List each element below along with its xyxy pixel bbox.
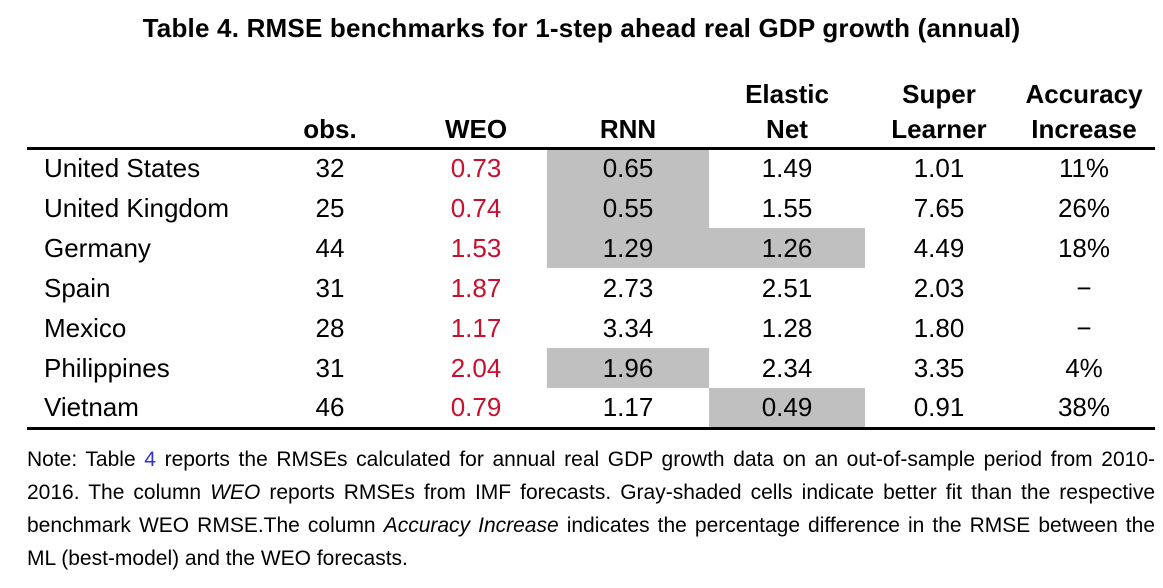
weo-cell: 2.04 bbox=[450, 352, 502, 383]
country-cell: Spain bbox=[44, 272, 111, 303]
country-cell: Germany bbox=[44, 232, 151, 263]
super-learner-cell: 1.80 bbox=[913, 312, 965, 343]
obs-cell: 25 bbox=[315, 192, 345, 223]
note-text-segment: WEO bbox=[210, 480, 261, 504]
table-row: Germany 44 1.53 1.29 1.26 4.49 18% bbox=[27, 228, 1155, 268]
weo-cell: 1.53 bbox=[450, 232, 502, 263]
weo-cell: 1.17 bbox=[450, 312, 502, 343]
accuracy-increase-cell: − bbox=[1076, 312, 1092, 343]
super-learner-cell: 3.35 bbox=[913, 352, 965, 383]
rnn-cell: 3.34 bbox=[602, 312, 654, 343]
obs-cell: 46 bbox=[255, 388, 405, 430]
header-cell-rnn bbox=[547, 76, 709, 112]
super-learner-cell: 0.91 bbox=[865, 388, 1013, 430]
table-note: Note: Table 4 reports the RMSEs calculat… bbox=[27, 443, 1155, 575]
accuracy-increase-cell: 11% bbox=[1058, 153, 1110, 184]
rnn-cell: 2.73 bbox=[602, 272, 654, 303]
country-cell: Vietnam bbox=[27, 388, 255, 430]
header-row-1: Elastic Super Accuracy bbox=[27, 76, 1155, 112]
elastic-net-cell: 1.26 bbox=[709, 228, 865, 268]
header-cell-obs: obs. bbox=[255, 112, 405, 150]
obs-cell: 31 bbox=[315, 272, 345, 303]
header-cell-country bbox=[27, 76, 255, 112]
table-title: Table 4. RMSE benchmarks for 1-step ahea… bbox=[142, 13, 1021, 43]
accuracy-increase-cell: 38% bbox=[1013, 388, 1155, 430]
note-text-segment: Note: Table bbox=[27, 447, 145, 471]
obs-cell: 32 bbox=[315, 153, 345, 184]
elastic-net-cell: 0.49 bbox=[709, 388, 865, 430]
accuracy-increase-cell: 26% bbox=[1057, 192, 1111, 223]
header-cell-accuracy-increase: Accuracy bbox=[1025, 78, 1143, 109]
table-header: Elastic Super Accuracy obs. WEO RNN Net Learner… bbox=[27, 76, 1155, 150]
header-cell-elastic-net: Elastic bbox=[745, 78, 829, 109]
table-row: Mexico 28 1.17 3.34 1.28 1.80 − bbox=[27, 308, 1155, 348]
rnn-cell: 1.96 bbox=[547, 348, 709, 388]
country-cell: United Kingdom bbox=[44, 192, 229, 223]
country-cell: United States bbox=[44, 153, 201, 184]
header-cell-elastic-net: Net bbox=[709, 112, 865, 150]
accuracy-increase-cell: 18% bbox=[1057, 232, 1111, 263]
header-cell-obs bbox=[255, 76, 405, 112]
country-cell: Philippines bbox=[44, 352, 170, 383]
elastic-net-cell: 1.49 bbox=[761, 153, 813, 184]
header-row-2: obs. WEO RNN Net Learner Increase bbox=[27, 112, 1155, 150]
accuracy-increase-cell: 4% bbox=[1065, 352, 1103, 383]
note-text-segment: Accuracy Increase bbox=[383, 513, 559, 537]
elastic-net-cell: 2.34 bbox=[761, 352, 813, 383]
rnn-cell: 0.55 bbox=[547, 188, 709, 228]
obs-cell: 44 bbox=[315, 232, 345, 263]
elastic-net-cell: 1.55 bbox=[761, 192, 813, 223]
table-body: United States 32 0.73 0.65 1.49 1.01 11% United… bbox=[27, 148, 1155, 430]
rnn-cell: 1.29 bbox=[547, 228, 709, 268]
weo-cell: 1.87 bbox=[450, 272, 502, 303]
rnn-cell: 1.17 bbox=[547, 388, 709, 430]
table-row: United States 32 0.73 0.65 1.49 1.01 11% bbox=[27, 148, 1155, 188]
table-ref-link[interactable]: 4 bbox=[144, 447, 156, 471]
super-learner-cell: 2.03 bbox=[913, 272, 965, 303]
weo-cell: 0.74 bbox=[450, 192, 502, 223]
header-cell-rnn: RNN bbox=[547, 112, 709, 150]
rnn-cell: 0.65 bbox=[547, 148, 709, 188]
header-cell-accuracy-increase: Increase bbox=[1013, 112, 1155, 150]
note-text-segment: reports the RMSEs calculated for annual … bbox=[27, 447, 1155, 504]
obs-cell: 28 bbox=[315, 312, 345, 343]
table-row: Vietnam 46 0.79 1.17 0.49 0.91 38% bbox=[27, 388, 1155, 430]
header-cell-super-learner: Learner bbox=[865, 112, 1013, 150]
country-cell: Mexico bbox=[44, 312, 127, 343]
header-cell-weo bbox=[405, 76, 547, 112]
elastic-net-cell: 2.51 bbox=[761, 272, 813, 303]
header-cell-super-learner: Super bbox=[902, 78, 976, 109]
note-text-segment: indicates the percentage difference in t… bbox=[27, 513, 1155, 570]
note-text-segment: reports RMSEs from IMF forecasts. Gray-s… bbox=[27, 480, 1155, 537]
weo-cell: 0.79 bbox=[405, 388, 547, 430]
table-row: Spain 31 1.87 2.73 2.51 2.03 − bbox=[27, 268, 1155, 308]
accuracy-increase-cell: − bbox=[1076, 272, 1092, 303]
header-cell-weo: WEO bbox=[405, 112, 547, 150]
super-learner-cell: 4.49 bbox=[913, 232, 965, 263]
elastic-net-cell: 1.28 bbox=[761, 312, 813, 343]
super-learner-cell: 1.01 bbox=[913, 153, 965, 184]
obs-cell: 31 bbox=[315, 352, 345, 383]
super-learner-cell: 7.65 bbox=[913, 192, 965, 223]
table-row: Philippines 31 2.04 1.96 2.34 3.35 4% bbox=[27, 348, 1155, 388]
weo-cell: 0.73 bbox=[450, 153, 502, 184]
rmse-benchmark-table: Elastic Super Accuracy obs. WEO RNN Net Learner… bbox=[27, 76, 1155, 430]
table-row: United Kingdom 25 0.74 0.55 1.55 7.65 26% bbox=[27, 188, 1155, 228]
header-cell-country bbox=[27, 112, 255, 150]
